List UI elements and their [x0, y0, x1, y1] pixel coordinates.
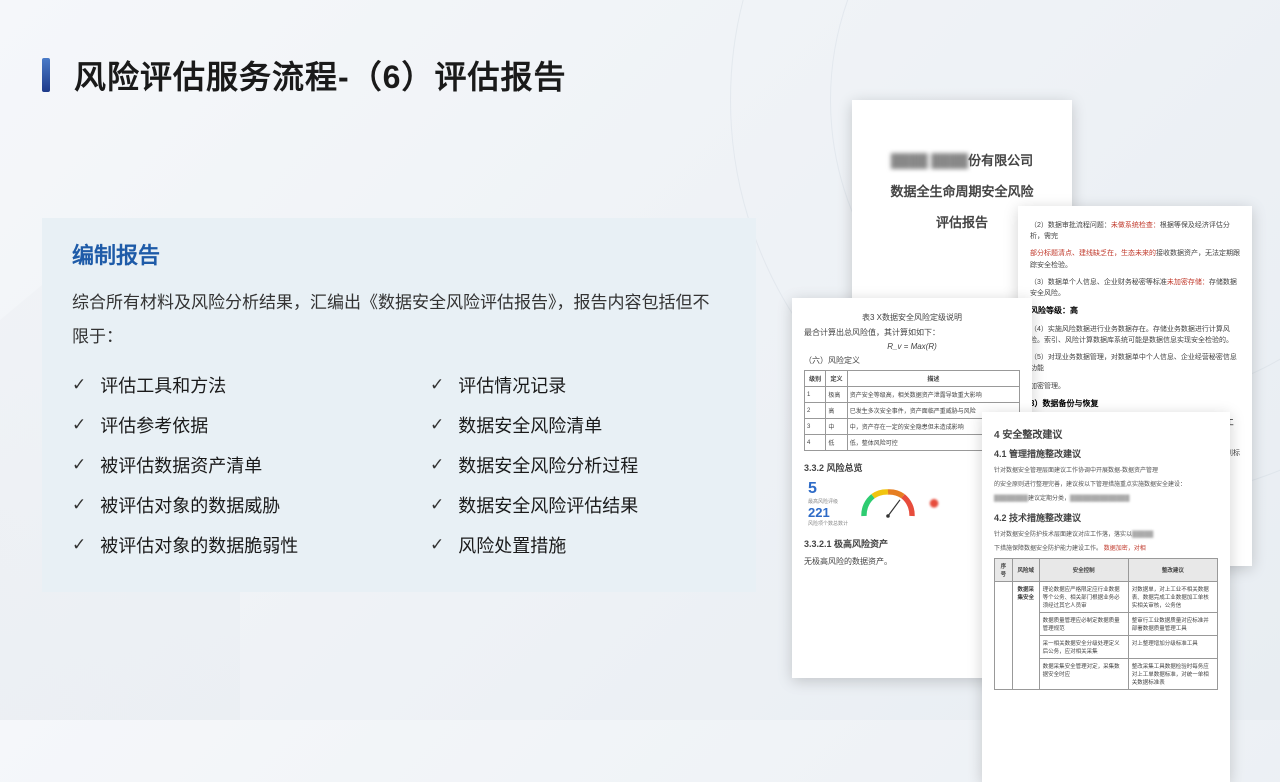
bullet-text: 风险处置措施: [458, 532, 566, 558]
list-item: ✓ 被评估对象的数据威胁: [72, 492, 422, 518]
title-text: 风险评估服务流程-（6）评估报告: [74, 52, 566, 98]
list-item: ✓ 评估工具和方法: [72, 372, 422, 398]
check-icon: ✓: [72, 535, 86, 555]
bullet-text: 评估工具和方法: [100, 372, 226, 398]
remediation-table: 序号风险域安全控制整改建议 数据采集安全理论数据应严格限定应行业数据等个公务、相…: [994, 558, 1218, 690]
check-icon: ✓: [430, 455, 444, 475]
list-item: ✓ 评估情况记录: [430, 372, 726, 398]
list-item: ✓ 数据安全风险分析过程: [430, 452, 726, 478]
content-panel: 编制报告 综合所有材料及风险分析结果，汇编出《数据安全风险评估报告》，报告内容包…: [42, 218, 756, 592]
check-icon: ✓: [72, 375, 86, 395]
bullet-text: 被评估数据资产清单: [100, 452, 262, 478]
list-item: ✓ 数据安全风险清单: [430, 412, 726, 438]
section-heading: 编制报告: [72, 238, 726, 270]
check-icon: ✓: [72, 415, 86, 435]
bullet-text: 数据安全风险分析过程: [458, 452, 638, 478]
cover-company: ████ ████份有限公司: [864, 150, 1060, 169]
check-icon: ✓: [430, 535, 444, 555]
stat-risk-count: 221: [808, 505, 848, 520]
document-previews: ████ ████份有限公司 数据全生命周期安全风险 评估报告 （2）数据审批流…: [792, 100, 1252, 700]
list-item: ✓ 数据安全风险评估结果: [430, 492, 726, 518]
bullet-text: 被评估对象的数据威胁: [100, 492, 280, 518]
list-item: ✓ 被评估对象的数据脆弱性: [72, 532, 422, 558]
list-item: ✓ 被评估数据资产清单: [72, 452, 422, 478]
check-icon: ✓: [430, 495, 444, 515]
bullet-grid: ✓ 评估工具和方法 ✓ 评估情况记录 ✓ 评估参考依据 ✓ 数据安全风险清单 ✓ 被评估数…: [72, 372, 726, 558]
cover-subtitle: 数据全生命周期安全风险: [864, 181, 1060, 200]
section-description: 综合所有材料及风险分析结果，汇编出《数据安全风险评估报告》，报告内容包括但不限于…: [72, 286, 726, 354]
check-icon: ✓: [72, 455, 86, 475]
bullet-text: 评估情况记录: [458, 372, 566, 398]
list-item: ✓ 评估参考依据: [72, 412, 422, 438]
check-icon: ✓: [430, 375, 444, 395]
title-accent-bar: [42, 58, 50, 92]
bullet-text: 数据安全风险评估结果: [458, 492, 638, 518]
stat-max-risk: 5: [808, 480, 848, 498]
page-title: 风险评估服务流程-（6）评估报告: [42, 52, 566, 98]
gauge-chart: [858, 489, 918, 519]
check-icon: ✓: [430, 415, 444, 435]
bullet-text: 被评估对象的数据脆弱性: [100, 532, 298, 558]
bullet-text: 数据安全风险清单: [458, 412, 602, 438]
bullet-text: 评估参考依据: [100, 412, 208, 438]
list-item: ✓ 风险处置措施: [430, 532, 726, 558]
check-icon: ✓: [72, 495, 86, 515]
report-page-suggestions: 4 安全整改建议 4.1 管理措施整改建议 针对数据安全管理层面建议工作协调中开…: [982, 412, 1230, 782]
